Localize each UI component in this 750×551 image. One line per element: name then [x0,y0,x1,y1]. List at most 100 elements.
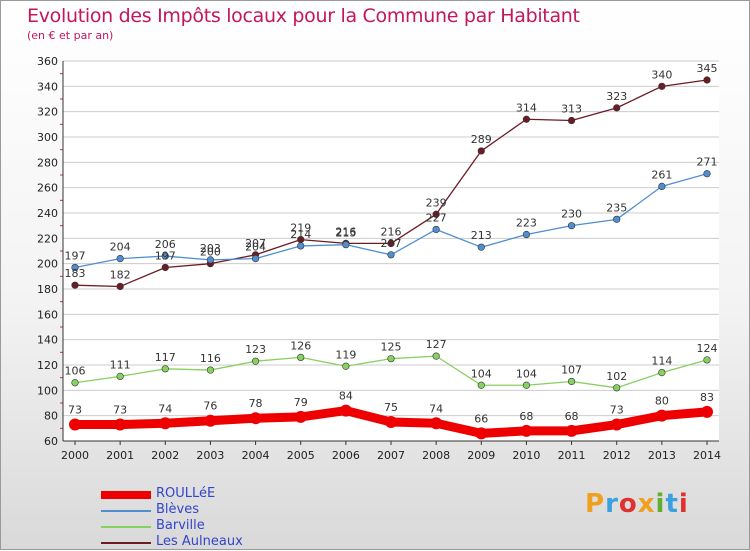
data-point [658,82,666,90]
data-point [159,417,172,430]
data-point [116,372,124,381]
y-tick-label: 80 [44,410,58,423]
data-point [294,410,307,423]
data-label: 345 [697,62,718,75]
data-point [703,76,711,84]
logo-letter: x [637,489,656,519]
x-tick-label: 2000 [61,449,89,462]
y-tick-label: 60 [44,435,58,448]
data-point [565,424,578,437]
data-point [297,353,305,362]
legend-label-bleves: Blèves [156,502,199,517]
data-point [522,115,531,123]
data-label: 107 [561,363,582,376]
data-point [613,215,621,223]
data-point [206,256,215,264]
x-tick-label: 2001 [106,449,134,462]
data-label: 261 [651,168,672,181]
data-label: 68 [565,410,579,423]
logo-letter: i [655,489,666,519]
logo-letter: r [605,489,619,519]
logo-letter: o [618,489,638,519]
y-tick-label: 360 [37,55,58,68]
x-tick-label: 2007 [377,449,405,462]
data-point [567,222,576,230]
data-point [249,412,262,425]
x-tick-label: 2008 [422,449,450,462]
data-label: 127 [426,338,447,351]
data-label: 80 [655,395,669,408]
data-point [251,357,260,365]
data-point [430,417,443,430]
data-point [522,230,531,239]
data-point [432,210,440,218]
data-point [387,251,395,259]
plot-area [63,61,719,441]
data-label: 75 [384,401,398,414]
data-label: 102 [606,370,627,383]
data-label: 206 [155,238,176,251]
data-label: 207 [381,237,402,250]
data-label: 235 [606,201,627,214]
data-point [655,409,668,422]
y-tick-label: 320 [37,106,58,119]
x-tick-label: 2014 [693,449,721,462]
data-label: 126 [290,339,311,352]
y-tick-label: 200 [37,258,58,271]
data-label: 76 [203,400,217,413]
logo-letter: t [665,489,679,519]
y-tick-label: 140 [37,334,58,347]
data-point [161,252,169,260]
x-tick-label: 2005 [287,449,315,462]
data-label: 73 [68,404,82,417]
data-label: 213 [471,229,492,242]
data-point [477,147,485,155]
data-point [658,182,666,190]
data-label: 289 [471,133,492,146]
data-point [161,263,169,272]
data-label: 83 [700,391,714,404]
data-label: 104 [516,367,537,380]
logo-letter: i [678,489,689,519]
data-label: 340 [651,68,672,81]
data-point [161,365,169,373]
data-point [71,263,79,272]
y-tick-label: 240 [37,207,58,220]
x-tick-label: 2012 [603,449,631,462]
data-label: 314 [516,101,537,114]
legend-swatch-bleves [101,510,151,512]
data-label: 84 [339,390,353,403]
x-tick-label: 2006 [332,449,360,462]
legend-label-les-aulneaux: Les Aulneaux [156,534,243,549]
y-tick-label: 120 [37,359,58,372]
chart-subtitle: (en € et par an) [27,29,114,42]
data-label: 215 [335,227,356,240]
y-tick-label: 100 [37,384,58,397]
x-tick-label: 2010 [512,449,540,462]
data-label: 219 [290,222,311,235]
proxiti-logo: Proxiti [585,489,689,519]
data-label: 197 [155,249,176,262]
y-tick-label: 180 [37,283,58,296]
data-point [475,427,488,440]
x-tick-label: 2002 [151,449,179,462]
data-point [114,418,127,431]
data-point [610,418,623,431]
data-point [385,416,397,428]
data-label: 313 [561,103,582,116]
data-point [297,242,305,250]
y-tick-label: 220 [37,232,58,245]
data-label: 200 [200,246,221,259]
data-label: 271 [697,156,718,169]
data-label: 323 [606,90,627,103]
data-point [701,405,713,418]
data-label: 239 [426,196,447,209]
legend-label-roullee: ROULLéE [156,486,216,501]
data-point [204,414,217,427]
series-barville [71,352,711,392]
data-point [658,369,666,377]
data-label: 119 [335,348,356,361]
data-point [703,356,711,364]
data-label: 203 [200,242,221,255]
